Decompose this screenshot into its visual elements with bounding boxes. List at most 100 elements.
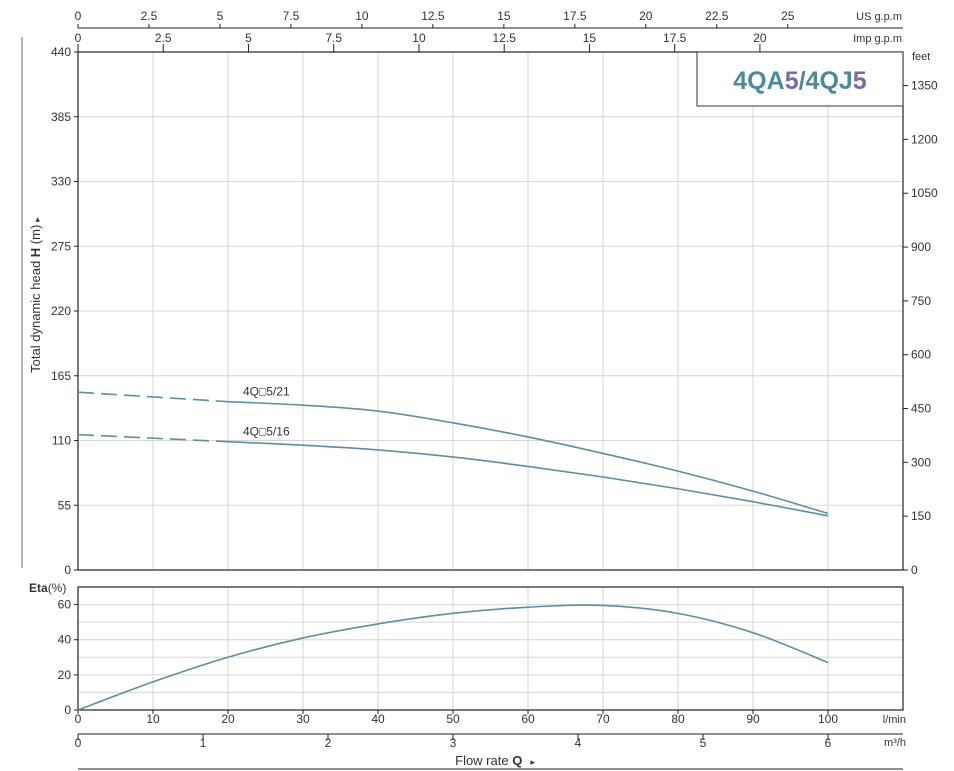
imp-gpm-tick-label: 20	[753, 31, 767, 45]
m3h-tick-label: 4	[575, 736, 582, 750]
series-label: 4Q□5/21	[243, 385, 290, 399]
eff-y-tick-label: 20	[58, 668, 72, 682]
eta-label: Eta(%)	[29, 581, 66, 595]
m3h-tick-label: 2	[325, 736, 332, 750]
head-y-label-symbol: H	[28, 248, 43, 257]
head-y-tick-label: 165	[51, 369, 71, 383]
feet-tick-label: 600	[911, 348, 931, 362]
imp-gpm-tick-label: 10	[412, 31, 426, 45]
head-y-tick-label: 220	[51, 304, 71, 318]
us-gpm-tick-label: 5	[217, 9, 224, 23]
us-gpm-tick-label: 2.5	[141, 9, 158, 23]
us-gpm-tick-label: 25	[781, 9, 795, 23]
us-gpm-tick-label: 17.5	[563, 9, 587, 23]
head-curve-solid-1	[227, 440, 829, 517]
lpm-tick-label: 30	[296, 712, 310, 726]
us-gpm-tick-label: 7.5	[283, 9, 300, 23]
head-y-arrow-icon: ▸	[32, 217, 42, 222]
head-y-label-unit: (m)	[28, 225, 43, 248]
feet-tick-label: 900	[911, 240, 931, 254]
lpm-tick-label: 40	[371, 712, 385, 726]
feet-tick-label: 750	[911, 294, 931, 308]
badge-part-4: 5	[853, 67, 867, 95]
lpm-tick-label: 0	[75, 712, 82, 726]
lpm-tick-label: 50	[446, 712, 460, 726]
m3h-tick-label: 0	[75, 736, 82, 750]
head-y-tick-label: 275	[51, 239, 71, 253]
head-y-label: Total dynamic head H (m) ▸	[28, 217, 43, 373]
feet-tick-label: 300	[911, 455, 931, 469]
us-gpm-unit: US g.p.m	[856, 11, 902, 23]
lpm-unit: l/min	[883, 714, 906, 726]
head-y-tick-label: 385	[51, 110, 71, 124]
x-label-arrow-icon: ▸	[530, 757, 535, 767]
eff-y-tick-label: 60	[58, 598, 72, 612]
eff-grid	[78, 587, 903, 710]
model-badge-box	[696, 51, 904, 107]
imp-gpm-tick-label: 7.5	[325, 31, 342, 45]
efficiency-curve-0	[77, 604, 829, 711]
eff-y-tick-label: 40	[58, 633, 72, 647]
head-y-tick-label: 110	[52, 434, 71, 448]
m3h-unit: m³/h	[884, 737, 906, 749]
head-curve-solid-0	[227, 400, 829, 515]
m3h-tick-label: 3	[450, 736, 457, 750]
efficiency-panel: Eta(%) 0 20 40 60	[29, 581, 904, 717]
imp-gpm-tick-label: 12.5	[493, 31, 517, 45]
head-curves: 4Q□5/21 4Q□5/16	[77, 385, 829, 517]
head-curve-dashed-0	[77, 391, 229, 403]
badge-part-1: 4QA	[733, 67, 784, 95]
eff-y-ticks: 0 20 40 60	[58, 598, 78, 717]
eff-plot-frame	[77, 586, 904, 711]
imp-gpm-tick-label: 17.5	[663, 31, 687, 45]
us-gpm-tick-label: 22.5	[705, 9, 729, 23]
lpm-tick-label: 80	[671, 712, 685, 726]
us-gpm-tick-label: 20	[639, 9, 653, 23]
model-badge-text: 4QA5/4QJ5	[733, 67, 867, 95]
lpm-tick-label: 60	[521, 712, 535, 726]
series-label: 4Q□5/16	[243, 425, 290, 439]
lpm-tick-label: 10	[146, 712, 160, 726]
feet-tick-label: 1200	[911, 132, 938, 146]
m3h-tick-label: 6	[825, 736, 832, 750]
eta-label-bold: Eta	[29, 581, 48, 595]
head-y-tick-label: 55	[58, 498, 72, 512]
m3h-axis: m³/h 0 1 2 3 4 5 6	[75, 734, 906, 750]
x-axis-label: Flow rate Q ▸	[455, 753, 535, 768]
head-y-label-prefix: Total dynamic head	[28, 257, 43, 373]
imp-gpm-tick-label: 15	[583, 31, 597, 45]
lpm-tick-label: 100	[818, 712, 838, 726]
head-y-ticks: 0 55 110 165 220 275 330 385 440	[51, 45, 78, 577]
head-grid	[78, 52, 903, 570]
us-gpm-tick-label: 12.5	[421, 9, 445, 23]
head-curve-dashed-1	[77, 433, 229, 443]
eta-label-unit: (%)	[48, 581, 67, 595]
lpm-axis: l/min 0 10 20 30 40 50 60 70 80 90 100	[75, 710, 906, 726]
head-y-tick-label: 0	[64, 563, 71, 577]
feet-tick-label: 450	[911, 402, 931, 416]
lpm-tick-label: 70	[596, 712, 610, 726]
head-right-ticks: 0 150 300 450 600 750 900 1050 1200 1350	[903, 79, 938, 577]
imp-gpm-tick-label: 0	[75, 31, 82, 45]
x-label-text: Flow rate	[455, 753, 512, 768]
us-gpm-tick-label: 10	[355, 9, 369, 23]
us-gpm-tick-label: 0	[75, 9, 82, 23]
lpm-tick-label: 90	[746, 712, 760, 726]
head-y-tick-label: 440	[51, 45, 71, 59]
imp-gpm-axis: Imp g.p.m 0 2.5 5 7.5 10 12.5 15 17.5 20	[75, 31, 902, 52]
feet-tick-label: 0	[911, 563, 918, 577]
us-gpm-tick-label: 15	[497, 9, 511, 23]
feet-tick-label: 150	[911, 509, 931, 523]
us-gpm-axis: US g.p.m 0 2.5 5 7.5 10 12.5 15 17.5 20 22.5 25	[75, 9, 903, 29]
feet-tick-label: 1350	[911, 79, 938, 93]
model-badge: 4QA5/4QJ5	[696, 51, 904, 107]
imp-gpm-unit: Imp g.p.m	[853, 33, 902, 45]
badge-part-2: 5	[785, 67, 799, 95]
feet-unit: feet	[912, 51, 930, 63]
m3h-tick-label: 1	[200, 736, 207, 750]
eff-curves	[77, 604, 829, 711]
badge-part-3: /4QJ	[799, 67, 853, 95]
lpm-tick-label: 20	[221, 712, 235, 726]
